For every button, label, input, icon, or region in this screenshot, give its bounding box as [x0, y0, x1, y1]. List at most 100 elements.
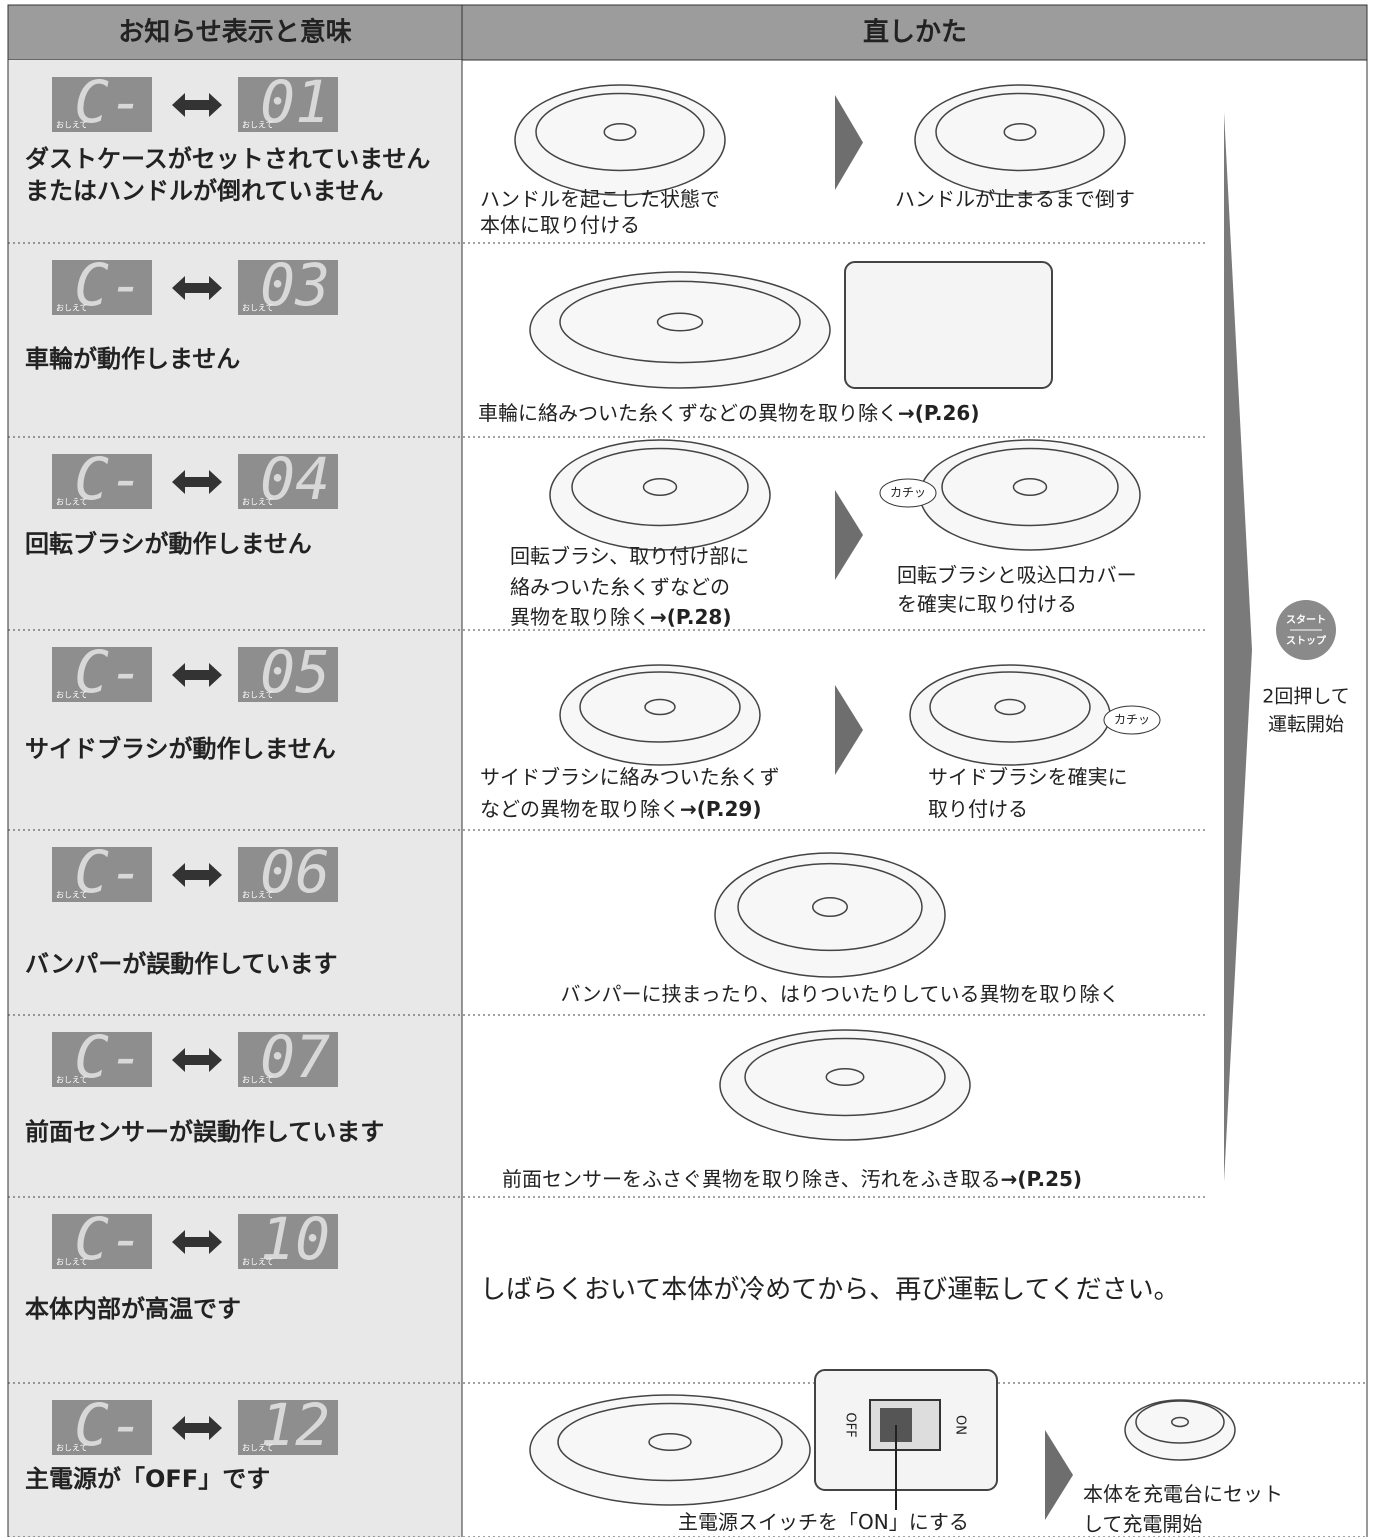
step-line: ハンドルが止まるまで倒す [895, 187, 1135, 211]
step-arrow [1045, 1430, 1073, 1520]
callout-bubble [879, 478, 937, 508]
meaning: 本体内部が高温です [25, 1295, 241, 1323]
display-badge: おしえて [242, 1258, 274, 1267]
inset-frame [844, 261, 1053, 389]
display-digits: C- [74, 1205, 144, 1273]
button-label: スタート [1286, 614, 1326, 626]
page-ref: →(P.28) [650, 605, 731, 629]
code-display [238, 1214, 338, 1269]
header-title: 直しかた [863, 18, 967, 48]
display-digits: 06 [260, 838, 330, 906]
code-display [238, 647, 338, 702]
code-display [52, 1400, 152, 1455]
display-digits: C- [74, 638, 144, 706]
illustration [825, 1068, 865, 1086]
illustration [812, 896, 848, 918]
step-line: 異物を取り除く [510, 605, 650, 629]
display-badge: おしえて [56, 1076, 88, 1085]
step-line: 前面センサーをふさぐ異物を取り除き、汚れをふき取る [502, 1167, 1001, 1191]
step-text: サイドブラシを確実に [928, 765, 1128, 789]
code-display [52, 1214, 152, 1269]
display-digits: 07 [260, 1023, 330, 1091]
double-arrow [172, 1048, 222, 1072]
display-badge: おしえて [56, 121, 88, 130]
header-title: お知らせ表示と意味 [118, 17, 351, 48]
step-arrow [835, 490, 863, 580]
display-badge: おしえて [56, 1258, 88, 1267]
flow-arrow [1224, 112, 1252, 1182]
display-digits: C- [74, 445, 144, 513]
illustration [1003, 123, 1037, 141]
step-text: 前面センサーをふさぐ異物を取り除き、汚れをふき取る→(P.25) [502, 1167, 1082, 1191]
step-line: 主電源スイッチを「ON」にする [678, 1510, 969, 1534]
code-display [52, 847, 152, 902]
double-arrow [172, 863, 222, 887]
code-display [238, 260, 338, 315]
double-arrow [172, 1230, 222, 1254]
page-ref: →(P.25) [1001, 1167, 1082, 1191]
switch-label: OFF [843, 1412, 858, 1437]
step-line: サイドブラシを確実に [928, 765, 1128, 789]
illustration [603, 123, 637, 141]
illustration [648, 1433, 692, 1451]
step-text: 異物を取り除く→(P.28) [510, 605, 731, 629]
step-line: 本体に取り付ける [480, 213, 640, 237]
step-text: を確実に取り付ける [897, 592, 1077, 616]
display-badge: おしえて [56, 1444, 88, 1453]
meaning: ダストケースがセットされていません [25, 145, 430, 173]
step-text: 主電源スイッチを「ON」にする [678, 1510, 969, 1534]
callout-bubble [1103, 705, 1161, 735]
meaning: またはハンドルが倒れていません [25, 177, 384, 205]
meaning: サイドブラシが動作しません [25, 735, 336, 763]
display-digits: C- [74, 251, 144, 319]
step-line: 回転ブラシと吸込口カバー [897, 563, 1137, 587]
step-line: を確実に取り付ける [897, 592, 1077, 616]
meaning: 前面センサーが誤動作しています [25, 1118, 384, 1146]
step-text: バンパーに挟まったり、はりついたりしている異物を取り除く [561, 982, 1120, 1006]
step-line: サイドブラシに絡みついた糸くず [480, 765, 780, 789]
code-display [52, 647, 152, 702]
step-text: サイドブラシに絡みついた糸くず [480, 765, 780, 789]
step-text: ハンドルを起こした状態で [480, 187, 720, 211]
display-badge: おしえて [56, 891, 88, 900]
restart-text: 2回押して [1262, 686, 1350, 708]
step-text: 本体に取り付ける [480, 213, 640, 237]
switch-label: ON [953, 1415, 968, 1435]
code-display [238, 1032, 338, 1087]
step-text: して充電開始 [1083, 1512, 1202, 1536]
meaning: 車輪が動作しません [25, 345, 240, 373]
double-arrow [172, 1416, 222, 1440]
display-digits: 10 [260, 1205, 330, 1273]
display-digits: 04 [260, 445, 330, 513]
code-display [52, 454, 152, 509]
step-line: バンパーに挟まったり、はりついたりしている異物を取り除く [561, 982, 1120, 1006]
display-digits: C- [74, 1391, 144, 1459]
display-badge: おしえて [242, 1076, 274, 1085]
display-digits: C- [74, 838, 144, 906]
step-arrow [835, 95, 863, 190]
step-text: しばらくおいて本体が冷めてから、再び運転してください。 [480, 1275, 1180, 1305]
code-display [238, 454, 338, 509]
step-text: 取り付ける [928, 797, 1028, 821]
meaning: バンパーが誤動作しています [25, 950, 337, 978]
display-digits: 05 [260, 638, 330, 706]
callout-text: カチッ [1114, 713, 1150, 727]
code-display [52, 1032, 152, 1087]
step-line: ハンドルを起こした状態で [480, 187, 720, 211]
button-label: ストップ [1286, 634, 1327, 647]
display-badge: おしえて [56, 304, 88, 313]
step-line: 回転ブラシ、取り付け部に [510, 544, 749, 568]
double-arrow [172, 663, 222, 687]
code-display [238, 847, 338, 902]
code-display [238, 1400, 338, 1455]
display-badge: おしえて [56, 498, 88, 507]
step-line: 絡みついた糸くずなどの [510, 575, 730, 599]
step-text: などの異物を取り除く→(P.29) [480, 797, 761, 821]
display-digits: 12 [260, 1391, 330, 1459]
illustration [642, 478, 678, 496]
step-line: などの異物を取り除く [480, 797, 680, 821]
code-display [52, 77, 152, 132]
step-line: して充電開始 [1083, 1512, 1202, 1536]
callout-text: カチッ [890, 486, 926, 500]
